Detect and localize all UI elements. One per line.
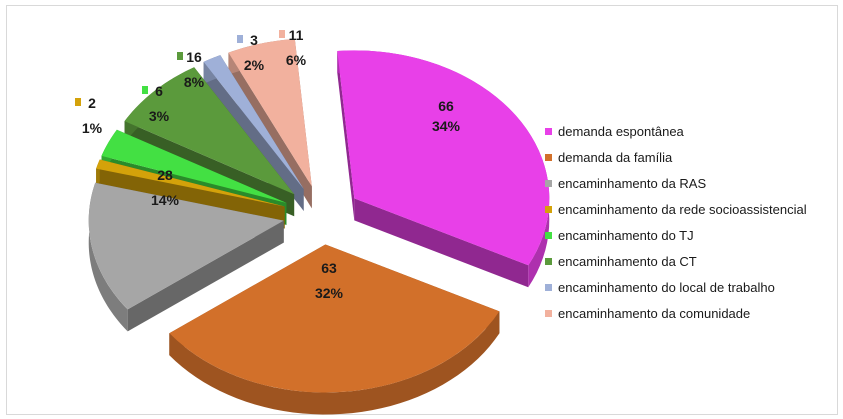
slice-top-encaminhamento-da-comunidade <box>228 38 312 187</box>
data-label-percent-encaminhamento-do-local-de-trabalho: 2% <box>244 57 265 73</box>
slice-demanda-da-fam-lia <box>169 244 500 415</box>
legend-label-encaminhamento-da-ct: encaminhamento da CT <box>558 253 697 269</box>
legend-item-encaminhamento-da-ras: encaminhamento da RAS <box>545 170 807 196</box>
legend-item-encaminhamento-da-ct: encaminhamento da CT <box>545 248 807 274</box>
legend-label-encaminhamento-do-tj: encaminhamento do TJ <box>558 227 694 243</box>
legend-item-demanda-espont-nea: demanda espontânea <box>545 118 807 144</box>
legend-swatch-encaminhamento-da-rede-socioassistencial <box>545 205 552 213</box>
data-label-value-demanda-espont-nea: 66 <box>438 98 454 114</box>
data-label-percent-encaminhamento-da-rede-socioassistencial: 1% <box>82 120 103 136</box>
legend-item-encaminhamento-da-comunidade: encaminhamento da comunidade <box>545 300 807 326</box>
data-label-value-demanda-da-fam-lia: 63 <box>321 260 337 276</box>
legend-label-encaminhamento-da-rede-socioassistencial: encaminhamento da rede socioassistencial <box>558 201 807 217</box>
slice-top-demanda-espont-nea <box>337 50 550 266</box>
slice-top-demanda-da-fam-lia <box>169 244 500 393</box>
legend-item-encaminhamento-do-local-de-trabalho: encaminhamento do local de trabalho <box>545 274 807 300</box>
slice-top-encaminhamento-do-tj <box>101 129 287 203</box>
legend-label-encaminhamento-do-local-de-trabalho: encaminhamento do local de trabalho <box>558 279 775 295</box>
slice-demanda-espont-nea <box>337 50 550 288</box>
data-label-value-encaminhamento-do-local-de-trabalho: 3 <box>250 32 258 48</box>
slice-side-encaminhamento-do-local-de-trabalho-0 <box>203 61 304 211</box>
label-marker-encaminhamento-da-ct <box>177 52 183 60</box>
legend-swatch-encaminhamento-da-comunidade <box>545 309 552 317</box>
slice-side-encaminhamento-da-ras-0 <box>127 220 284 332</box>
data-label-percent-encaminhamento-do-tj: 3% <box>149 108 170 124</box>
legend: demanda espontânea demanda da família enca… <box>545 118 807 326</box>
label-marker-encaminhamento-do-tj <box>142 86 148 94</box>
legend-label-demanda-espont-nea: demanda espontânea <box>558 123 684 139</box>
label-marker-encaminhamento-do-local-de-trabalho <box>237 35 243 43</box>
data-label-value-encaminhamento-da-comunidade: 11 <box>289 27 304 43</box>
data-label-percent-demanda-da-fam-lia: 32% <box>315 285 344 301</box>
slice-side-demanda-espont-nea-1 <box>354 198 529 288</box>
slice-side-demanda-espont-nea-0 <box>337 50 355 221</box>
data-label-value-encaminhamento-do-tj: 6 <box>155 83 163 99</box>
slice-top-encaminhamento-da-ct <box>124 67 295 195</box>
slice-top-encaminhamento-da-rede-socioassistencial <box>96 159 285 207</box>
data-label-percent-demanda-espont-nea: 34% <box>432 118 461 134</box>
data-label-percent-encaminhamento-da-ct: 8% <box>184 74 205 90</box>
legend-label-encaminhamento-da-ras: encaminhamento da RAS <box>558 175 707 191</box>
slice-top-encaminhamento-do-local-de-trabalho <box>203 55 304 189</box>
data-label-percent-encaminhamento-da-ras: 14% <box>151 192 180 208</box>
legend-swatch-encaminhamento-do-tj <box>545 231 552 239</box>
legend-swatch-encaminhamento-do-local-de-trabalho <box>545 283 552 291</box>
slice-encaminhamento-do-local-de-trabalho <box>203 55 304 211</box>
data-label-percent-encaminhamento-da-comunidade: 6% <box>286 52 307 68</box>
slice-encaminhamento-da-ras <box>88 182 284 332</box>
slice-edge-demanda-da-fam-lia <box>169 311 500 415</box>
data-label-value-encaminhamento-da-ct: 16 <box>186 49 202 65</box>
data-label-value-encaminhamento-da-rede-socioassistencial: 2 <box>88 95 96 111</box>
data-label-value-encaminhamento-da-ras: 28 <box>157 167 173 183</box>
legend-item-demanda-da-fam-lia: demanda da família <box>545 144 807 170</box>
legend-item-encaminhamento-do-tj: encaminhamento do TJ <box>545 222 807 248</box>
label-marker-encaminhamento-da-comunidade <box>279 30 285 38</box>
slice-top-encaminhamento-da-ras <box>88 182 284 310</box>
label-marker-encaminhamento-da-rede-socioassistencial <box>75 98 81 106</box>
legend-swatch-demanda-da-fam-lia <box>545 153 552 161</box>
legend-label-demanda-da-fam-lia: demanda da família <box>558 149 673 165</box>
legend-item-encaminhamento-da-rede-socioassistencial: encaminhamento da rede socioassistencial <box>545 196 807 222</box>
legend-swatch-encaminhamento-da-ras <box>545 179 552 187</box>
legend-label-encaminhamento-da-comunidade: encaminhamento da comunidade <box>558 305 751 321</box>
legend-swatch-encaminhamento-da-ct <box>545 257 552 265</box>
legend-swatch-demanda-espont-nea <box>545 127 552 135</box>
